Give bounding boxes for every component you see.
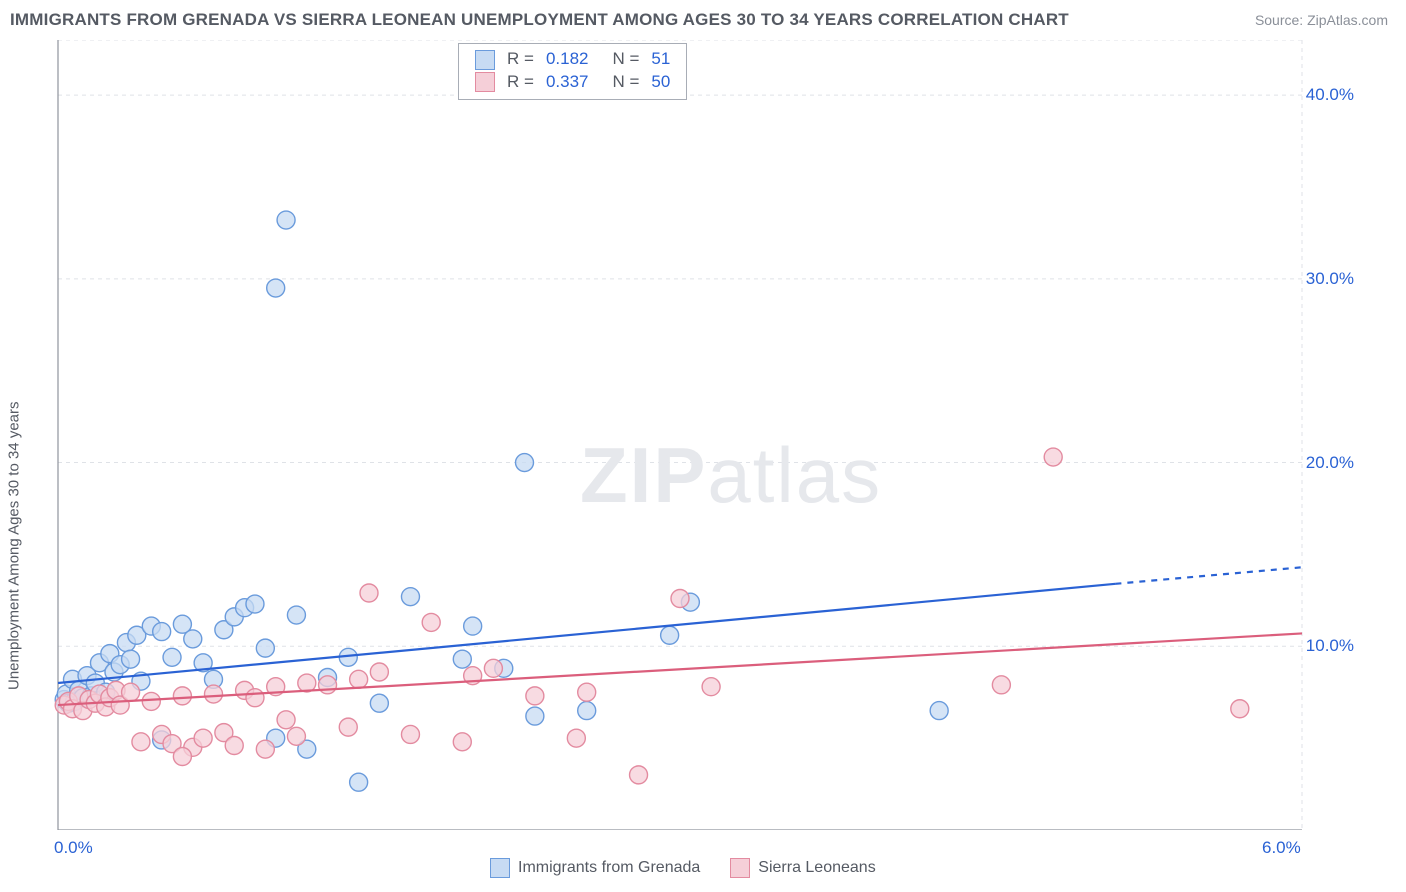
stats-legend: R = 0.182 N = 51 R = 0.337 N = 50	[458, 43, 687, 100]
chart-container: IMMIGRANTS FROM GRENADA VS SIERRA LEONEA…	[0, 0, 1406, 892]
stats-r-value: 0.182	[540, 48, 595, 71]
stats-n-value: 51	[645, 48, 676, 71]
stats-n-value: 50	[645, 71, 676, 94]
series-legend: Immigrants from Grenada Sierra Leoneans	[490, 858, 876, 878]
legend-item: Sierra Leoneans	[730, 858, 875, 878]
legend-swatch-icon	[490, 858, 510, 878]
y-tick-label: 30.0%	[1306, 269, 1354, 289]
stats-r-label: R =	[501, 48, 540, 71]
stats-n-label: N =	[606, 71, 645, 94]
y-tick-label: 20.0%	[1306, 453, 1354, 473]
chart-title: IMMIGRANTS FROM GRENADA VS SIERRA LEONEA…	[10, 10, 1069, 30]
legend-swatch-icon	[475, 50, 495, 70]
stats-row: R = 0.337 N = 50	[469, 71, 676, 94]
chart-svg	[50, 40, 1350, 830]
stats-n-label: N =	[606, 48, 645, 71]
stats-row: R = 0.182 N = 51	[469, 48, 676, 71]
legend-label: Immigrants from Grenada	[518, 859, 700, 877]
y-tick-label: 40.0%	[1306, 85, 1354, 105]
legend-label: Sierra Leoneans	[758, 859, 875, 877]
x-tick-label: 0.0%	[54, 838, 93, 892]
legend-swatch-icon	[730, 858, 750, 878]
stats-r-label: R =	[501, 71, 540, 94]
y-tick-label: 10.0%	[1306, 636, 1354, 656]
source-attribution: Source: ZipAtlas.com	[1255, 12, 1388, 28]
stats-r-value: 0.337	[540, 71, 595, 94]
legend-item: Immigrants from Grenada	[490, 858, 700, 878]
y-axis-label: Unemployment Among Ages 30 to 34 years	[6, 401, 23, 690]
plot-area: ZIPatlas R = 0.182 N = 51 R = 0.337 N =	[50, 40, 1350, 830]
x-tick-label: 6.0%	[1262, 838, 1301, 892]
legend-swatch-icon	[475, 72, 495, 92]
